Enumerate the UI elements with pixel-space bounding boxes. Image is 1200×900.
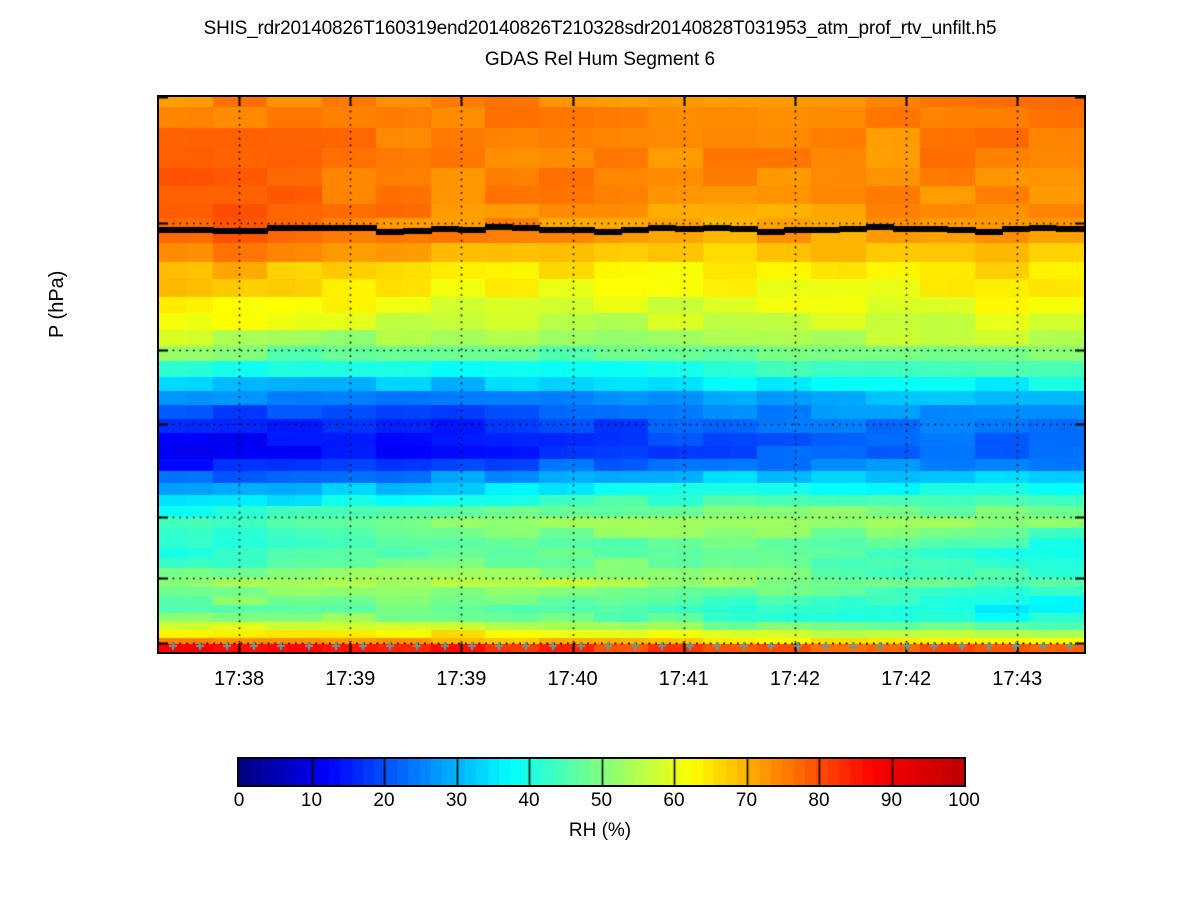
colorbar-canvas	[239, 759, 964, 785]
x-tick-label: 17:42	[769, 668, 820, 690]
x-tick-label: 17:38	[214, 668, 265, 690]
figure-subtitle: GDAS Rel Hum Segment 6	[484, 49, 716, 70]
colorbar-tick-label: 30	[445, 790, 468, 811]
colorbar-tick-label: 10	[300, 790, 323, 811]
colorbar-tick-label: 90	[880, 790, 903, 811]
colorbar-tick-label: 0	[233, 790, 245, 811]
x-tick-label: 17:43	[992, 668, 1043, 690]
x-tick-label: 17:41	[658, 668, 709, 690]
colorbar-tick-label: 50	[590, 790, 613, 811]
heatmap-axes	[157, 95, 1086, 654]
colorbar-tick-label: 70	[735, 790, 758, 811]
colorbar-tick-label: 60	[663, 790, 685, 811]
colorbar-tick-label: 100	[948, 790, 980, 811]
figure-title-block: SHIS_rdr20140826T160319end20140826T21032…	[0, 18, 1200, 71]
colorbar-tick-label: 20	[373, 790, 395, 811]
page-title: SHIS_rdr20140826T160319end20140826T21032…	[203, 18, 997, 39]
x-tick-label: 17:42	[881, 668, 932, 690]
x-tick-label: 17:39	[325, 668, 376, 690]
colorbar-tick-label: 40	[518, 790, 540, 811]
x-tick-label: 17:40	[547, 668, 598, 690]
colorbar	[237, 757, 966, 787]
y-axis-label: P (hPa)	[46, 270, 68, 338]
x-tick-label: 17:39	[436, 668, 487, 690]
heatmap-canvas	[159, 97, 1084, 652]
colorbar-label: RH (%)	[568, 820, 632, 841]
colorbar-tick-label: 80	[808, 790, 830, 811]
